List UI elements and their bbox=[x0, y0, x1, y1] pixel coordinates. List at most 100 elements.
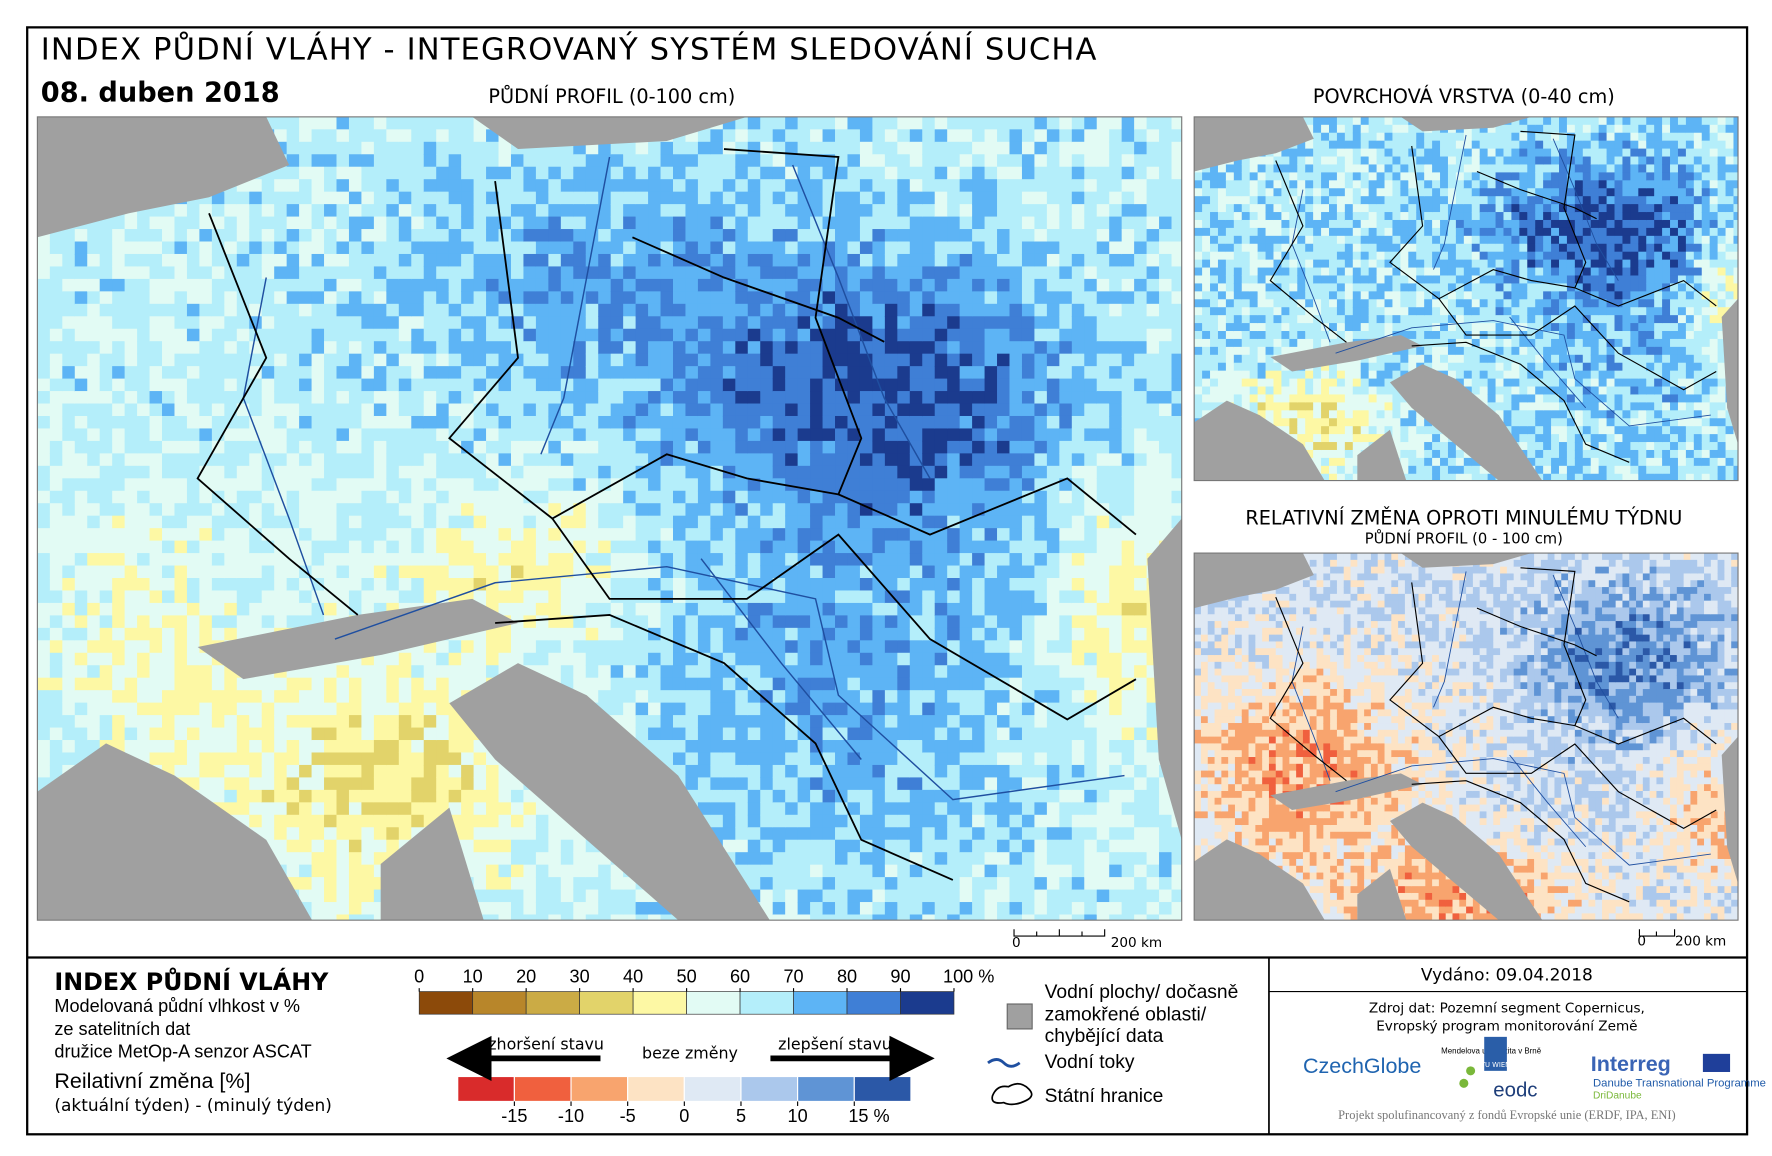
map-cell bbox=[859, 677, 873, 691]
map-cell bbox=[411, 802, 425, 816]
map-cell bbox=[972, 241, 986, 255]
map-cell bbox=[386, 503, 400, 517]
map-cell bbox=[772, 877, 786, 891]
map-cell bbox=[274, 515, 288, 529]
map-cell bbox=[560, 216, 574, 230]
map-cell bbox=[710, 665, 724, 679]
map-cell bbox=[311, 366, 325, 380]
map-cell bbox=[772, 802, 786, 816]
map-cell bbox=[211, 752, 225, 766]
map-cell bbox=[648, 702, 662, 716]
map-cell bbox=[909, 191, 923, 205]
map-cell bbox=[336, 266, 350, 280]
map-cell bbox=[373, 141, 387, 155]
map-cell bbox=[859, 204, 873, 218]
map-cell bbox=[199, 540, 213, 554]
map-cell bbox=[299, 702, 313, 716]
map-cell bbox=[436, 129, 450, 143]
map-cell bbox=[610, 328, 624, 342]
map-cell bbox=[62, 752, 76, 766]
map-cell bbox=[523, 465, 537, 479]
map-cell bbox=[722, 553, 736, 567]
map-cell bbox=[984, 440, 998, 454]
map-cell bbox=[137, 316, 151, 330]
map-cell bbox=[473, 590, 487, 604]
map-cell bbox=[336, 154, 350, 168]
map-cell bbox=[672, 341, 687, 355]
map-cell bbox=[373, 341, 387, 355]
map-cell bbox=[311, 503, 325, 517]
map-cell bbox=[772, 914, 786, 921]
map-cell bbox=[299, 141, 313, 155]
map-cell bbox=[461, 353, 475, 367]
map-cell bbox=[722, 602, 736, 616]
map-cell bbox=[249, 565, 263, 579]
map-cell bbox=[99, 503, 113, 517]
map-cell bbox=[947, 814, 961, 828]
map-cell bbox=[311, 528, 325, 542]
map-cell bbox=[87, 665, 101, 679]
map-cell bbox=[411, 702, 425, 716]
map-cell bbox=[735, 291, 749, 305]
map-cell bbox=[648, 328, 662, 342]
map-cell bbox=[959, 341, 973, 355]
map-cell bbox=[685, 553, 699, 567]
map-cell bbox=[224, 715, 238, 729]
map-cell bbox=[897, 229, 911, 243]
map-cell bbox=[336, 278, 350, 292]
map-cell bbox=[112, 453, 126, 467]
map-cell bbox=[87, 328, 101, 342]
map-cell bbox=[598, 864, 612, 878]
map-cell bbox=[922, 764, 936, 778]
map-cell bbox=[49, 303, 63, 317]
map-cell bbox=[623, 528, 637, 542]
map-cell bbox=[697, 690, 711, 704]
map-cell bbox=[186, 727, 200, 741]
map-cell bbox=[934, 889, 948, 903]
map-cell bbox=[872, 827, 886, 841]
map-cell bbox=[398, 827, 412, 841]
map-cell bbox=[49, 515, 63, 529]
map-cell bbox=[660, 640, 674, 654]
map-cell bbox=[772, 403, 786, 417]
map-cell bbox=[772, 503, 786, 517]
map-cell bbox=[585, 602, 599, 616]
map-cell bbox=[99, 428, 113, 442]
map-cell bbox=[286, 129, 300, 143]
map-cell bbox=[62, 528, 76, 542]
map-cell bbox=[436, 515, 450, 529]
map-cell bbox=[610, 453, 624, 467]
map-cell bbox=[37, 316, 51, 330]
map-cell bbox=[373, 727, 387, 741]
map-cell bbox=[286, 764, 300, 778]
map-cell bbox=[311, 565, 325, 579]
map-cell bbox=[635, 727, 649, 741]
map-cell bbox=[884, 216, 898, 230]
map-cell bbox=[697, 777, 711, 791]
map-cell bbox=[274, 253, 288, 267]
map-cell bbox=[510, 789, 525, 803]
map-cell bbox=[598, 229, 612, 243]
map-cell bbox=[947, 278, 961, 292]
map-cell bbox=[423, 777, 437, 791]
map-cell bbox=[548, 839, 562, 853]
map-cell bbox=[473, 839, 487, 853]
map-cell bbox=[498, 515, 512, 529]
map-cell bbox=[348, 229, 362, 243]
date: 08. duben 2018 bbox=[41, 78, 280, 109]
map-cell bbox=[311, 453, 325, 467]
map-cell bbox=[909, 864, 923, 878]
map-cell bbox=[124, 353, 138, 367]
map-cell bbox=[124, 677, 138, 691]
map-cell bbox=[324, 839, 338, 853]
map-cell bbox=[398, 465, 412, 479]
map-cell bbox=[585, 179, 599, 193]
map-cell bbox=[535, 914, 549, 921]
map-cell bbox=[324, 353, 338, 367]
map-cell bbox=[872, 266, 886, 280]
map-cell bbox=[872, 914, 886, 921]
map-cell bbox=[299, 253, 313, 267]
map-cell bbox=[149, 266, 163, 280]
map-cell bbox=[635, 715, 649, 729]
map-cell bbox=[510, 391, 525, 405]
